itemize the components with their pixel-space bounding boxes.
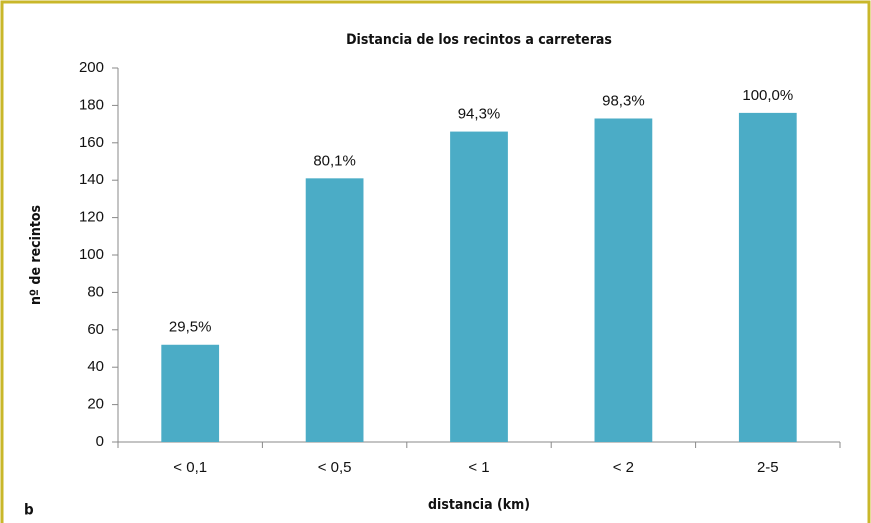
y-axis-label: nº de recintos xyxy=(28,205,44,305)
bar xyxy=(450,131,508,442)
panel-label: b xyxy=(24,501,34,519)
x-tick-label: 2-5 xyxy=(757,459,779,476)
y-tick-label: 0 xyxy=(96,433,104,450)
bar xyxy=(161,344,220,442)
annotation: 80,1% xyxy=(313,152,356,169)
annotation: 29,5% xyxy=(169,319,212,336)
y-tick-label: 20 xyxy=(87,396,104,413)
bar xyxy=(594,118,653,443)
y-tick-label: 80 xyxy=(87,283,104,300)
y-tick-label: 140 xyxy=(79,171,104,188)
x-tick-label: < 2 xyxy=(613,459,634,476)
annotation: 94,3% xyxy=(458,106,501,123)
y-tick-label: 120 xyxy=(79,209,104,226)
y-tick-label: 180 xyxy=(79,96,104,113)
y-tick-label: 200 xyxy=(79,59,104,76)
chart-title: Distancia de los recintos a carreteras xyxy=(346,32,612,48)
y-tick-label: 100 xyxy=(79,246,104,263)
x-tick-label: < 0,5 xyxy=(318,459,352,476)
y-tick-label: 40 xyxy=(87,358,104,375)
y-tick-label: 160 xyxy=(79,134,104,151)
annotation: 98,3% xyxy=(602,92,645,109)
x-tick-label: < 1 xyxy=(468,459,489,476)
y-tick-label: 60 xyxy=(87,321,104,338)
annotation: 100,0% xyxy=(742,87,793,104)
bar xyxy=(738,112,797,442)
x-axis-label: distancia (km) xyxy=(428,497,530,513)
x-tick-label: < 0,1 xyxy=(173,459,207,476)
bar xyxy=(305,178,364,442)
